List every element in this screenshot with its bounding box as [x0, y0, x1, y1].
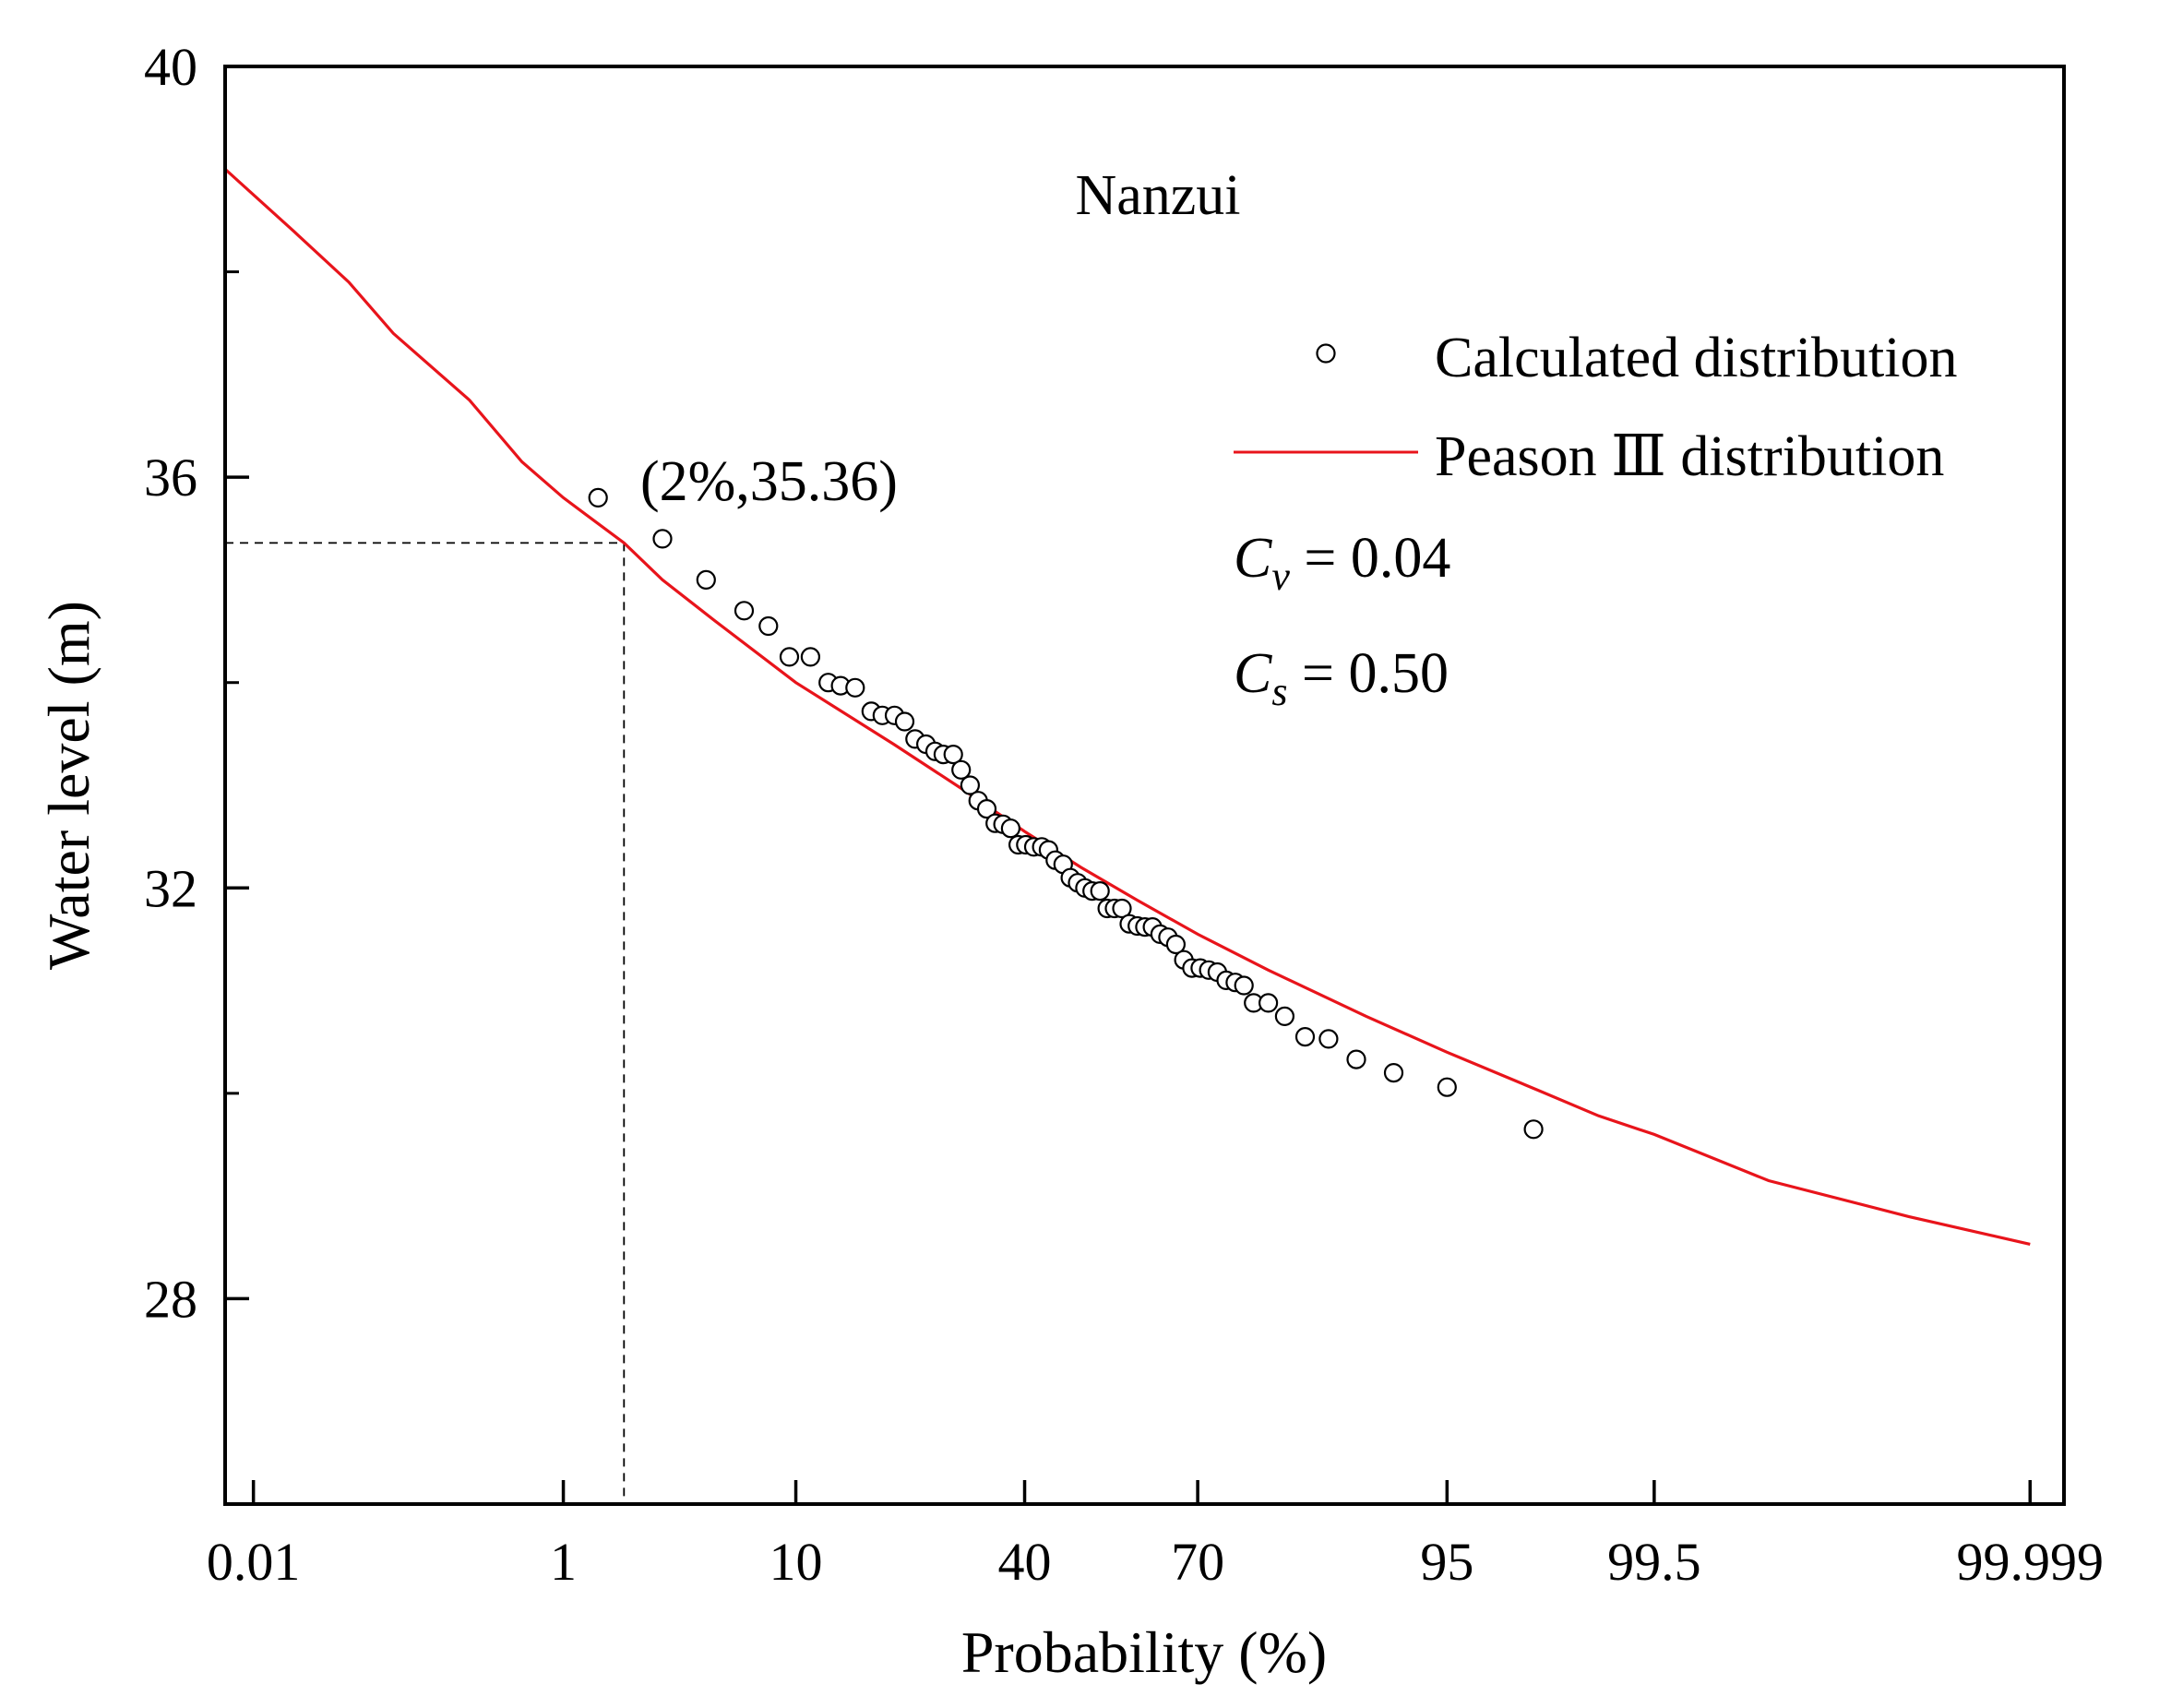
x-tick-label: 99.5: [1607, 1532, 1701, 1592]
y-axis-title: Water level (m): [36, 601, 101, 970]
x-tick-label: 1: [550, 1532, 577, 1592]
chart-title: Nanzui: [1075, 164, 1240, 227]
calculated-point: [960, 775, 981, 795]
calculated-point: [1383, 1062, 1404, 1083]
calculated-point: [758, 615, 779, 637]
y-tick-label: 40: [144, 37, 197, 97]
calculated-point: [894, 711, 915, 732]
parameter-cv: Cv = 0.04: [1234, 527, 1450, 599]
calculated-point: [1258, 993, 1279, 1013]
calculated-point: [1112, 898, 1132, 919]
parameter-cs: Cs = 0.50: [1234, 642, 1449, 714]
x-tick-label: 0.01: [207, 1532, 301, 1592]
calculated-point: [845, 677, 865, 698]
design-point-annotation: (2%,35.36): [640, 450, 898, 513]
y-tick-label: 32: [144, 858, 197, 918]
x-tick-label: 95: [1420, 1532, 1473, 1592]
x-tick-label: 40: [998, 1532, 1052, 1592]
y-tick-label: 28: [144, 1269, 197, 1329]
calculated-point: [652, 529, 673, 549]
y-tick-label: 36: [144, 448, 197, 508]
calculated-point: [1437, 1077, 1457, 1097]
cv-label: Cv = 0.04: [1234, 527, 1450, 599]
calculated-point: [951, 759, 972, 780]
x-tick-label: 10: [769, 1532, 823, 1592]
calculated-point: [800, 647, 821, 667]
calculated-point: [1294, 1026, 1316, 1047]
calculated-point: [976, 798, 997, 819]
x-tick-label: 99.999: [1957, 1532, 2105, 1592]
calculated-point: [943, 744, 963, 765]
calculated-point: [1165, 934, 1187, 955]
calculated-point: [1318, 1029, 1339, 1049]
legend-marker-circle: [1316, 343, 1336, 364]
calculated-point: [1000, 818, 1021, 839]
calculated-point: [1523, 1119, 1544, 1140]
calculated-point: [734, 601, 755, 621]
axis-ticks: 0.01 1 10 40 70 95 99.5 99.999 40 36 32 28: [144, 37, 2104, 1592]
calculated-point: [696, 569, 716, 591]
legend-label-pearson: Peason Ⅲ distribution: [1435, 425, 1944, 488]
plot-series: [223, 168, 2031, 1246]
x-axis-title: Probability (%): [961, 1619, 1327, 1685]
calculated-point: [1234, 975, 1254, 996]
calculated-point: [779, 647, 800, 667]
calculated-point: [1274, 1006, 1295, 1027]
x-tick-label: 70: [1171, 1532, 1224, 1592]
legend-label-calculated: Calculated distribution: [1435, 327, 1958, 389]
cs-label: Cs = 0.50: [1234, 642, 1449, 714]
calculated-point: [588, 487, 608, 508]
plot-frame: [223, 65, 2066, 1506]
legend: Calculated distribution Peason Ⅲ distrib…: [1234, 327, 1958, 488]
calculated-point: [1346, 1049, 1366, 1069]
calculated-point: [1090, 880, 1110, 902]
dashed-guide-lines: [225, 542, 626, 1504]
